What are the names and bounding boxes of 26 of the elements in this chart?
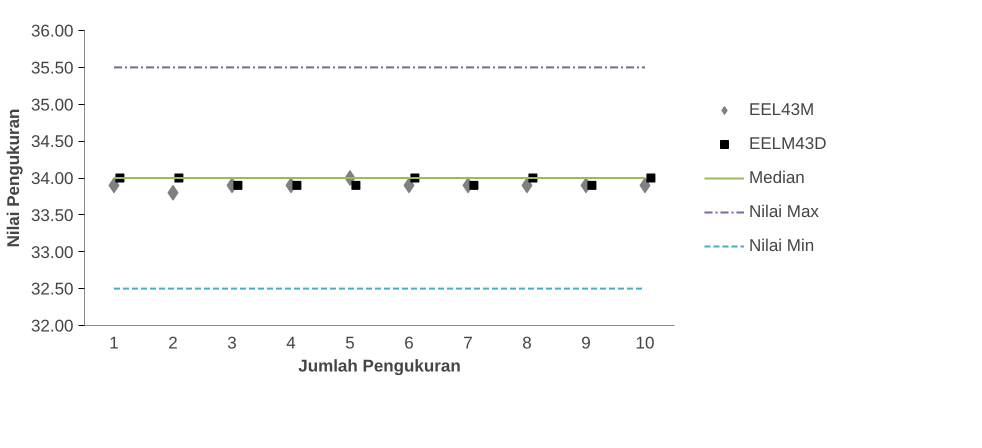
x-tick-label: 9	[581, 334, 591, 352]
legend-label: Nilai Max	[749, 202, 819, 222]
y-tick-label: 32.00	[30, 316, 74, 336]
y-tick-label: 36.00	[30, 22, 74, 40]
x-tick-label: 8	[522, 334, 532, 352]
y-tick-label: 34.50	[30, 132, 74, 152]
x-tick-label: 10	[636, 334, 654, 352]
y-tick-label: 32.50	[30, 280, 74, 299]
y-tick-label: 33.50	[30, 206, 74, 225]
x-tick-label: 6	[404, 334, 414, 352]
legend-label: Median	[749, 168, 805, 188]
y-tick-label: 35.50	[30, 58, 74, 78]
y-axis-title: Nilai Pengukuran	[4, 108, 23, 248]
x-tick-label: 4	[286, 334, 296, 352]
x-tick-label: 7	[463, 334, 473, 352]
x-tick-label: 5	[345, 334, 355, 352]
y-tick-label: 35.00	[30, 95, 74, 114]
x-tick-label: 1	[109, 334, 119, 352]
y-tick-label: 33.00	[30, 242, 74, 262]
y-tick-label: 34.00	[30, 169, 74, 188]
legend-label: EELM43D	[749, 134, 826, 154]
legend-label: EEL43M	[749, 100, 814, 120]
x-tick-label: 2	[168, 334, 178, 352]
x-axis-title: Jumlah Pengukuran	[298, 356, 461, 376]
legend-label: Nilai Min	[749, 236, 814, 256]
x-tick-label: 3	[227, 334, 237, 352]
